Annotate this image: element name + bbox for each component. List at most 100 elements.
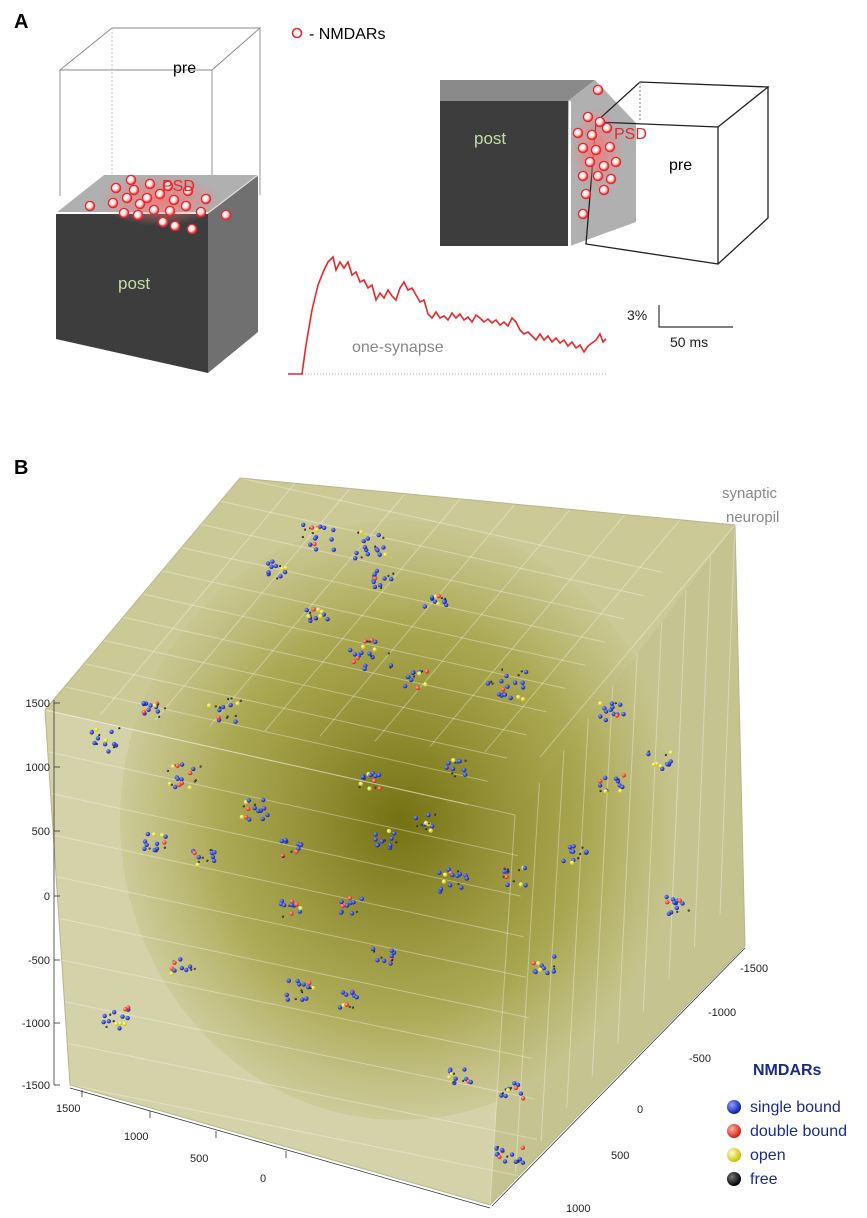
nmdar-free [301,991,304,994]
nmdar-single-bound [145,831,151,837]
nmdar-single-bound [512,680,518,685]
nmdar-receptor [118,207,130,219]
nmdar-single-bound [111,741,117,747]
nmdar-free [197,860,200,864]
nmdar-single-bound [273,563,279,569]
nmdar-free [676,910,679,913]
nmdar-free [389,666,392,669]
nmdar-single-bound [504,673,509,679]
nmdar-double-bound [513,1085,519,1091]
nmdar-single-bound [377,552,382,557]
nmdar-single-bound [468,1079,473,1085]
nmdar-free [387,574,390,577]
nmdar-double-bound [372,576,378,581]
nmdar-single-bound [278,574,283,579]
nmdar-double-bound [598,778,603,784]
nmdar-single-bound [282,569,288,575]
nmdar-open [152,703,157,708]
nmdar-single-bound [322,525,327,530]
nmdar-free [315,617,318,621]
nmdar-single-bound [247,817,252,822]
nmdar-single-bound [552,954,557,959]
nmdar-single-bound [142,839,148,844]
nmdar-single-bound [426,812,431,818]
nmdar-open [118,1021,123,1026]
nmdar-single-bound [256,808,261,814]
nmdar-single-bound [499,1093,504,1098]
nmdar-free [614,702,617,705]
nmdar-double-bound [351,659,356,665]
nmdar-open [428,828,433,833]
nmdar-free [278,564,282,568]
nmdar-single-bound [308,542,313,547]
nmdar-single-bound [102,742,108,747]
nmdar-single-bound [502,692,508,697]
nmdar-open [520,697,526,702]
nmdar-open [195,862,200,867]
nmdar-open [170,764,176,769]
z-tick-label: -1000 [22,1018,50,1030]
nmdar-single-bound [382,576,387,581]
nmdar-single-bound [503,1093,508,1099]
nmdar-single-bound [212,850,217,855]
nmdar-single-bound [354,995,359,1000]
nmdar-open [506,1088,511,1093]
neuropil-title-line2: neuropil [726,509,779,526]
nmdar-single-bound [674,905,679,911]
nmdar-single-bound [598,714,603,719]
y-tick-label: -1500 [740,963,768,975]
nmdar-receptor [604,141,616,153]
nmdar-free [163,846,166,849]
legend-item-label: open [750,1147,786,1164]
nmdar-free [148,847,151,850]
nmdar-single-bound [233,719,238,724]
nmdar-single-bound [172,968,177,973]
nmdar-single-bound [391,831,397,836]
nmdar-single-bound [461,767,467,773]
x-tick-label: 1000 [124,1131,148,1143]
nmdar-free [281,915,284,918]
nmdar-single-bound [453,1076,458,1081]
nmdar-free [351,1006,354,1009]
nmdar-single-bound [502,1159,508,1164]
nmdar-single-bound [381,545,386,550]
nmdar-single-bound [373,773,378,779]
nmdar-free [190,968,193,971]
nmdar-single-bound [313,547,319,552]
legend-item-label: free [750,1171,778,1188]
nmdar-free [374,545,377,548]
nmdar-free [112,1020,115,1023]
nmdar-open [441,879,447,884]
nmdar-free [98,733,101,737]
nmdar-single-bound [379,839,385,844]
nmdar-receptor [186,223,198,235]
nmdar-receptor [195,206,207,218]
nmdar-single-bound [306,984,311,990]
nmdar-free [374,786,377,789]
nmdar-free [443,597,447,600]
nmdar-free [687,909,690,912]
nmdar-single-bound [339,899,344,905]
nmdar-single-bound [410,670,416,675]
nmdar-free [156,703,159,706]
nmdar-free [201,856,204,859]
left-pre-box [58,27,262,196]
nmdar-single-bound [298,842,303,848]
nmdar-single-bound [120,1014,125,1019]
nmdar-single-bound [545,970,550,976]
nmdar-free [390,958,394,962]
nmdar-single-bound [152,847,157,853]
nmdar-single-bound [374,568,380,574]
nmdar-single-bound [300,997,305,1002]
nmdar-double-bound [347,895,353,901]
nmdar-single-bound [375,548,380,553]
nmdar-single-bound [372,572,377,577]
nmdar-open [316,607,321,612]
nmdar-free [193,780,196,783]
nmdar-free [109,1013,112,1016]
x-axis [69,1087,491,1209]
legend-swatch [727,1148,741,1162]
nmdar-free [290,850,293,853]
nmdar-single-bound [285,997,290,1002]
nmdar-single-bound [304,607,309,613]
